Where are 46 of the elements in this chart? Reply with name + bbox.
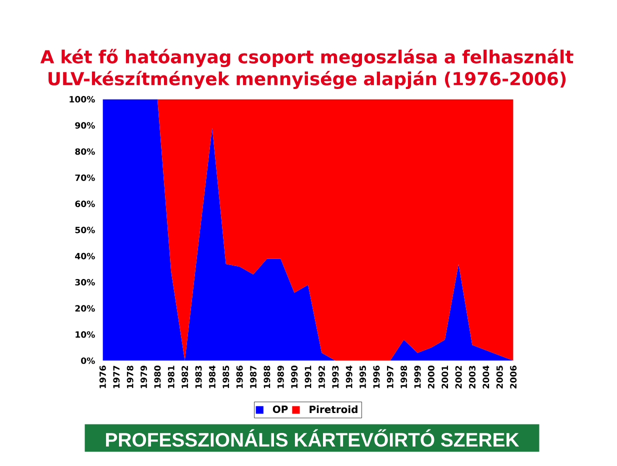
y-tick-label: 0%: [81, 357, 95, 364]
x-tick-label: 1983: [195, 366, 202, 388]
y-tick-label: 60%: [75, 200, 95, 208]
legend-label: Piretroid: [310, 405, 358, 414]
x-tick-label: 1999: [414, 366, 421, 388]
x-tick-label: 1998: [400, 366, 408, 388]
x-tick-label: 1980: [154, 366, 161, 388]
y-tick-label: 30%: [75, 279, 95, 286]
x-tick-label: 1976: [99, 366, 106, 388]
x-tick-label: 1981: [168, 366, 174, 388]
x-tick-label: 2002: [455, 366, 462, 388]
x-tick-label: 1990: [291, 366, 298, 388]
x-tick-label: 1989: [277, 366, 284, 388]
x-tick-label: 1992: [318, 366, 325, 388]
y-tick-label: 80%: [75, 148, 95, 155]
y-tick-label: 40%: [75, 252, 95, 260]
x-tick-label: 1996: [373, 366, 380, 388]
x-tick-label: 1994: [346, 366, 352, 388]
y-tick-label: 50%: [75, 226, 95, 234]
x-tick-label: 1984: [208, 366, 216, 388]
x-tick-label: 2000: [428, 366, 434, 388]
x-tick-label: 1979: [140, 366, 148, 388]
x-tick-label: 1997: [386, 366, 394, 388]
x-tick-label: 1993: [332, 366, 339, 388]
x-tick-label: 1986: [236, 366, 243, 388]
legend-label: OP: [272, 405, 288, 414]
x-tick-label: 2005: [496, 366, 503, 388]
text: PROFESSZIONÁLIS KÁRTEVŐIRTÓ SZEREK: [106, 429, 520, 447]
x-tick-label: 2004: [482, 366, 490, 388]
x-tick-label: 1995: [360, 366, 366, 388]
x-tick-label: 1985: [222, 366, 230, 388]
x-tick-label: 2003: [469, 366, 476, 388]
y-tick-label: 70%: [75, 174, 95, 181]
chart-title: A két fő hatóanyag csoport megoszlása a felhasznált ULV-készítmények mennyisége alapján (1976-2006): [40, 48, 574, 90]
x-tick-label: 1982: [182, 366, 188, 388]
x-tick-label: 2001: [442, 366, 448, 388]
x-tick-label: 1977: [113, 366, 120, 388]
x-tick-label: 2006: [510, 366, 517, 388]
x-tick-label: 1991: [304, 366, 312, 388]
y-tick-label: 10%: [76, 331, 95, 338]
x-tick-label: 1988: [264, 366, 270, 388]
y-tick-label: 100%: [70, 96, 95, 103]
x-tick-label: 1987: [250, 366, 257, 388]
y-tick-label: 20%: [75, 305, 95, 312]
y-tick-label: 90%: [75, 122, 95, 129]
x-tick-label: 1978: [126, 366, 134, 388]
